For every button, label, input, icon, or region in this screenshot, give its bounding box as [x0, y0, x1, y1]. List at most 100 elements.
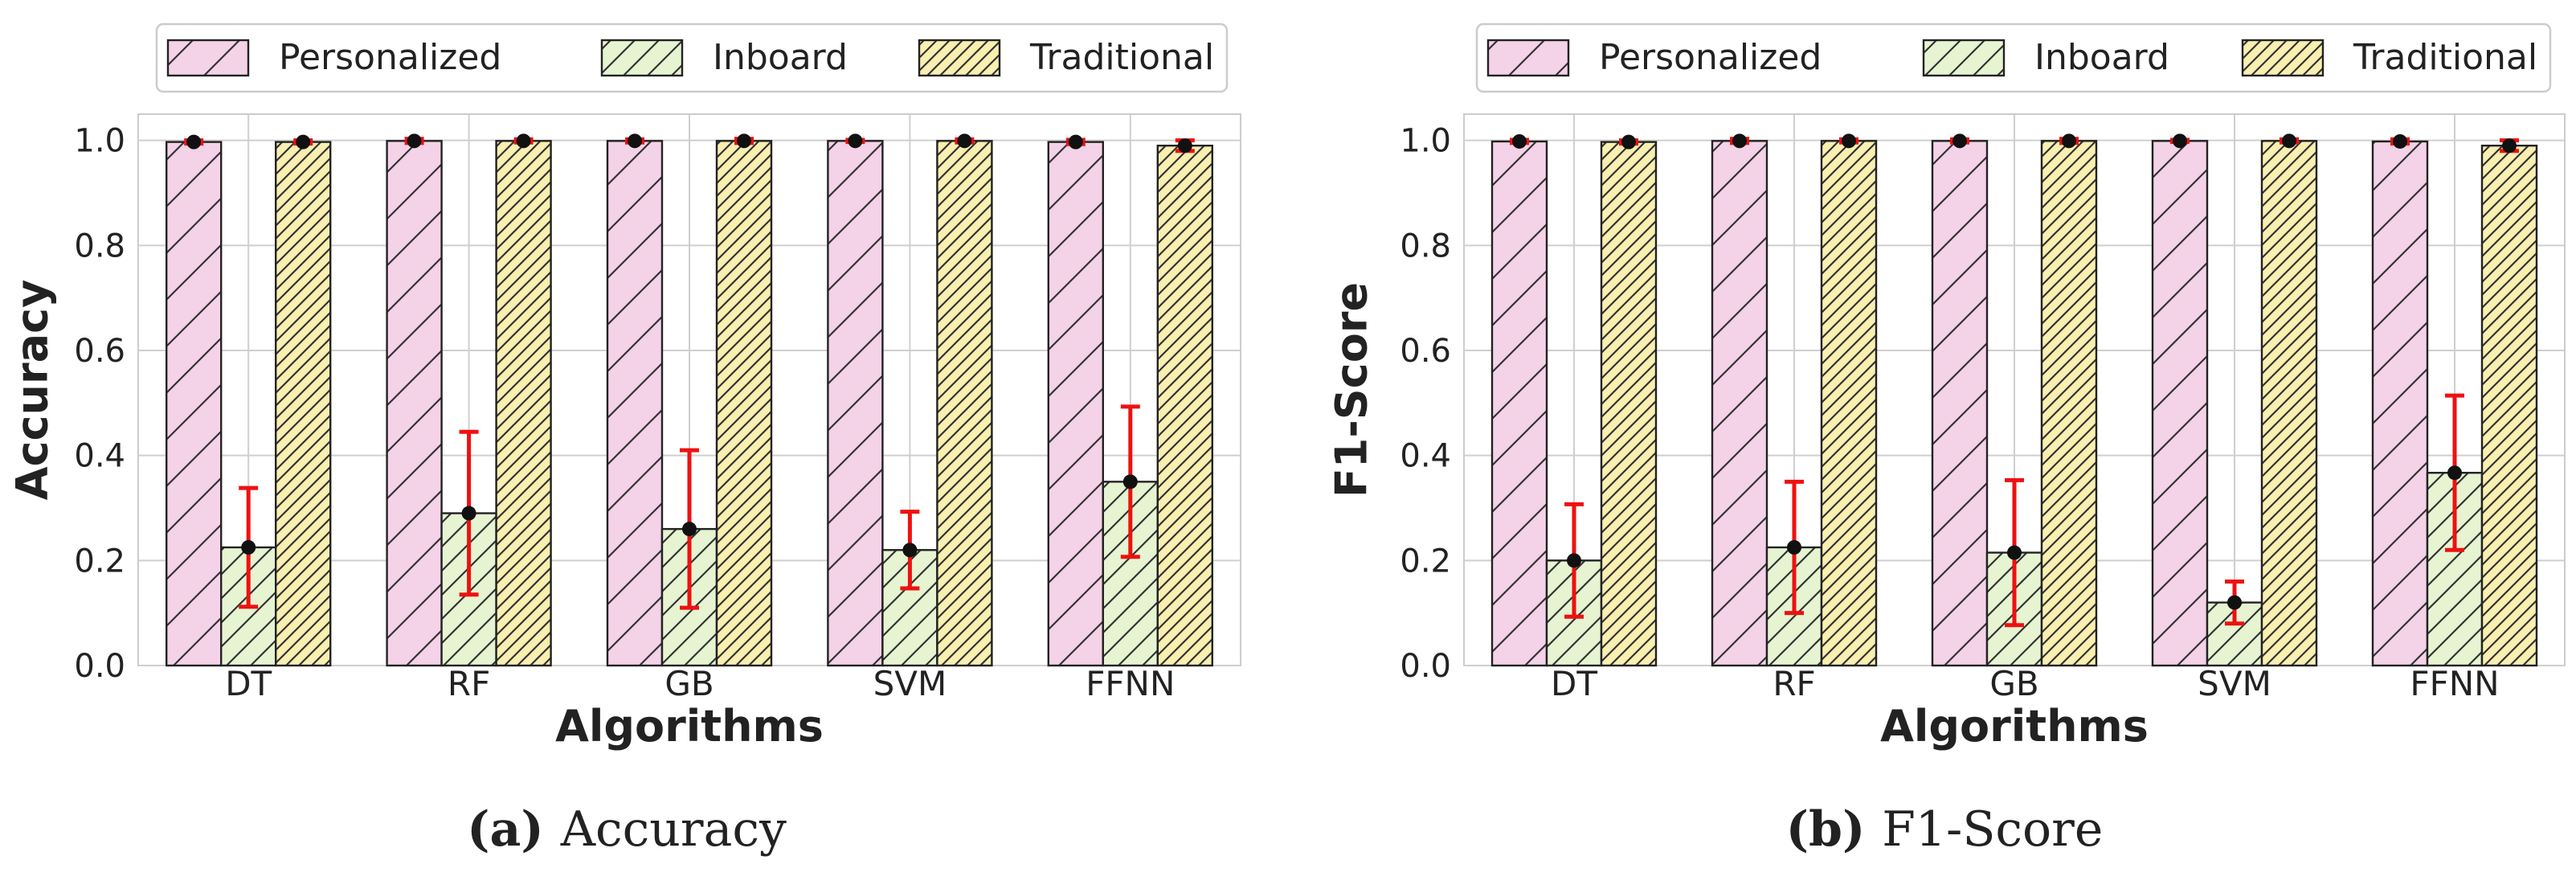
x-tick-label: FFNN [2410, 664, 2499, 703]
y-tick-label: 0.0 [1400, 648, 1451, 685]
legend-item-personalized: Personalized [1486, 37, 1822, 78]
bar-traditional-dt [275, 141, 332, 667]
y-tick-label: 1.0 [1400, 123, 1451, 160]
mean-point [2282, 133, 2296, 149]
legend-swatch [2241, 39, 2325, 77]
y-tick-label: 0.6 [74, 333, 125, 370]
error-bar-inboard-rf [459, 429, 479, 597]
error-bar-personalized-ffnn [2390, 133, 2410, 149]
error-bar-personalized-gb [1950, 133, 1969, 149]
x-tick-label: DT [1551, 664, 1597, 703]
x-tick-label: FFNN [1086, 664, 1175, 703]
error-bar-personalized-rf [404, 133, 424, 149]
error-bar-personalized-dt [1510, 133, 1529, 149]
y-tick-label: 1.0 [74, 123, 125, 160]
x-axis-label: Algorithms [1880, 701, 2149, 752]
error-bar-personalized-ffnn [1065, 134, 1086, 150]
mean-point [682, 522, 697, 537]
mean-point [628, 133, 642, 149]
mean-point [2227, 595, 2242, 610]
panel-caption: (b) F1-Score [1786, 801, 2104, 858]
legend-swatch [166, 39, 250, 77]
mean-point [296, 134, 311, 150]
caption-label: (b) [1786, 801, 1883, 858]
bar-traditional-gb [2040, 140, 2098, 667]
y-tick-label: 0.8 [74, 227, 125, 264]
error-bar-traditional-dt [293, 134, 313, 150]
legend-item-personalized: Personalized [166, 37, 501, 78]
x-tick-label: DT [225, 664, 272, 703]
bar-traditional-rf [1820, 140, 1878, 667]
legend-item-traditional: Traditional [918, 37, 1214, 78]
mean-point [1787, 540, 1801, 555]
bar-personalized-svm [827, 140, 884, 667]
mean-point [2173, 133, 2187, 149]
bar-traditional-gb [715, 140, 773, 667]
error-bar-personalized-gb [625, 133, 644, 149]
bar-traditional-svm [936, 140, 993, 667]
legend-label: Traditional [1029, 37, 1214, 78]
error-bar-traditional-dt [1619, 134, 1638, 150]
legend-item-traditional: Traditional [2241, 37, 2537, 78]
bar-personalized-ffnn [1047, 141, 1105, 667]
x-tick-label: SVM [873, 664, 947, 703]
mean-point [1732, 133, 1747, 149]
x-tick-label: RF [1773, 664, 1815, 703]
caption-label: (a) [467, 801, 561, 858]
mean-point [2393, 133, 2407, 149]
mean-point [1177, 138, 1192, 154]
y-tick-label: 0.2 [74, 543, 125, 580]
mean-point [1567, 553, 1581, 568]
error-bar-inboard-ffnn [1120, 404, 1140, 559]
legend-label: Personalized [279, 37, 501, 78]
legend-item-inboard: Inboard [600, 37, 848, 78]
mean-point [2062, 133, 2076, 149]
legend-label: Traditional [2353, 37, 2537, 78]
y-axis-label: F1-Score [1327, 282, 1377, 498]
bar-personalized-rf [1711, 140, 1768, 667]
bar-traditional-svm [2260, 140, 2318, 667]
mean-point [461, 506, 476, 521]
mean-point [1068, 134, 1083, 150]
bar-personalized-gb [1931, 140, 1989, 667]
mean-point [848, 133, 863, 149]
bar-traditional-ffnn [2480, 144, 2538, 667]
error-bar-traditional-svm [2280, 133, 2299, 149]
legend-label: Inboard [2034, 37, 2169, 78]
legend-label: Inboard [713, 37, 848, 78]
bar-traditional-dt [1600, 141, 1658, 667]
bar-traditional-ffnn [1156, 144, 1214, 667]
y-tick-label: 0.0 [74, 648, 125, 685]
error-bar-traditional-gb [2059, 133, 2079, 149]
error-bar-inboard-svm [900, 510, 920, 591]
bar-personalized-gb [606, 140, 664, 667]
mean-point [1512, 133, 1527, 149]
error-bar-inboard-gb [680, 448, 699, 610]
error-bar-inboard-dt [1564, 502, 1584, 619]
mean-point [902, 543, 918, 558]
legend-swatch [600, 39, 684, 77]
error-bar-traditional-ffnn [1175, 138, 1195, 154]
bar-personalized-dt [165, 141, 223, 667]
y-tick-label: 0.8 [1400, 227, 1451, 264]
error-bar-personalized-dt [184, 134, 204, 150]
mean-point [1842, 133, 1856, 149]
legend-swatch [1922, 39, 2006, 77]
bar-personalized-svm [2151, 140, 2209, 667]
legend: Personalized Inboard Traditional [155, 23, 1229, 93]
legend-swatch [918, 39, 1001, 77]
legend-label: Personalized [1599, 37, 1822, 78]
mean-point [241, 540, 256, 555]
mean-point [1621, 134, 1636, 150]
error-bar-traditional-rf [1839, 133, 1858, 149]
mean-point [516, 133, 531, 149]
bar-personalized-dt [1490, 140, 1548, 667]
x-tick-label: GB [1989, 664, 2038, 703]
y-tick-label: 0.4 [1400, 438, 1451, 475]
legend: Personalized Inboard Traditional [1475, 23, 2552, 93]
caption-title: F1-Score [1882, 801, 2103, 858]
error-bar-inboard-rf [1785, 479, 1804, 616]
error-bar-inboard-dt [239, 485, 259, 609]
